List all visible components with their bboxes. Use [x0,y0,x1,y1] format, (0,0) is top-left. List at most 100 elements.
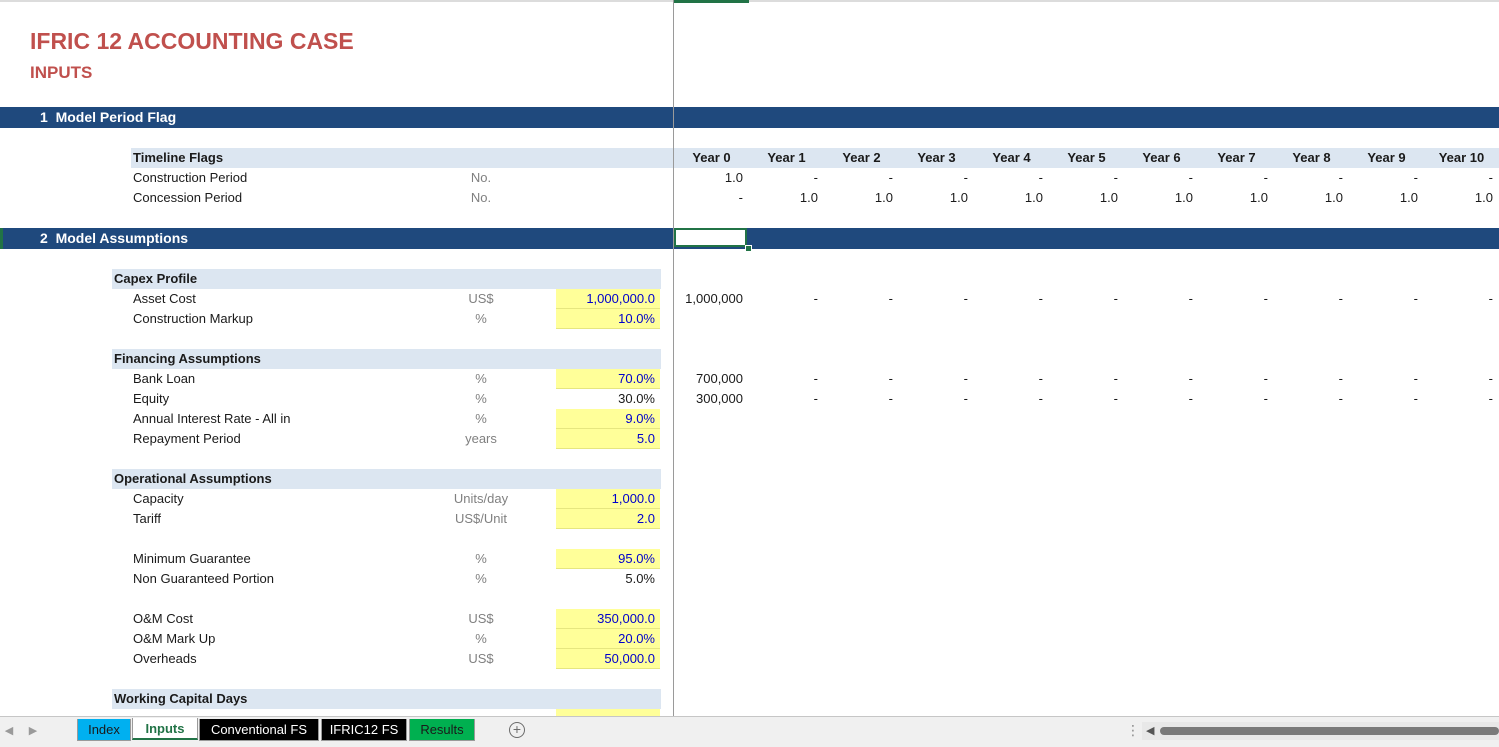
timeline-cell[interactable]: 1.0 [1174,190,1193,205]
row-unit[interactable]: US$ [468,291,494,306]
input-cell[interactable]: 1,000,000.0 [556,289,660,309]
timeline-cell[interactable]: 1.0 [1399,190,1418,205]
series-cell[interactable]: - [1263,291,1268,306]
series-cell[interactable]: 700,000 [696,371,743,386]
timeline-cell[interactable]: - [1338,170,1343,185]
series-cell[interactable]: - [888,391,893,406]
timeline-cell[interactable]: 1.0 [1099,190,1118,205]
year-header[interactable]: Year 1 [767,150,806,165]
series-cell[interactable]: - [888,291,893,306]
row-unit[interactable]: % [475,631,487,646]
timeline-cell[interactable]: 1.0 [1324,190,1343,205]
input-cell[interactable]: 10.0% [556,309,660,329]
row-unit[interactable]: % [475,551,487,566]
year-header[interactable]: Year 4 [992,150,1031,165]
year-header[interactable]: Year 3 [917,150,956,165]
year-header[interactable]: Year 7 [1217,150,1256,165]
year-header[interactable]: Year 10 [1438,150,1485,165]
timeline-cell[interactable]: - [813,170,818,185]
input-cell[interactable]: 50,000.0 [556,649,660,669]
input-cell[interactable]: 2.0 [556,509,660,529]
timeline-cell[interactable]: - [1488,170,1493,185]
timeline-cell[interactable]: - [1263,170,1268,185]
series-cell[interactable]: - [1413,371,1418,386]
row-unit[interactable]: % [475,411,487,426]
sheet-tab-index[interactable]: Index [77,719,131,741]
year-header[interactable]: Year 2 [842,150,881,165]
timeline-cell[interactable]: 1.0 [874,190,893,205]
timeline-cell[interactable]: 1.0 [1474,190,1493,205]
series-cell[interactable]: - [963,391,968,406]
series-cell[interactable]: - [1188,291,1193,306]
row-unit[interactable]: % [475,371,487,386]
scroll-left-icon[interactable]: ◀ [1146,725,1155,737]
input-cell[interactable]: 20.0% [556,629,660,649]
series-cell[interactable]: - [1263,371,1268,386]
row-label-bank-loan[interactable]: Bank Loan [133,371,196,386]
year-header[interactable]: Year 8 [1292,150,1331,165]
row-label-overheads[interactable]: Overheads [133,651,197,666]
tab-nav-prev-icon[interactable]: ◀ [4,725,14,737]
row-label-o-m-cost[interactable]: O&M Cost [133,611,193,626]
input-cell[interactable]: 95.0% [556,549,660,569]
worksheet-grid[interactable]: IFRIC 12 ACCOUNTING CASE INPUTS 1 Model … [0,0,1499,716]
timeline-cell[interactable]: - [1113,170,1118,185]
row-label-construction-markup[interactable]: Construction Markup [133,311,253,326]
row-unit[interactable]: US$ [468,611,494,626]
sheet-tab-results[interactable]: Results [409,719,475,741]
series-cell[interactable]: - [1488,371,1493,386]
series-cell[interactable]: - [1263,391,1268,406]
row-unit[interactable]: No. [470,170,492,185]
series-cell[interactable]: - [1038,391,1043,406]
series-cell[interactable]: - [1488,291,1493,306]
selected-cell[interactable] [674,228,747,247]
value-cell[interactable]: 30.0% [618,391,655,406]
timeline-cell[interactable]: 1.0 [1024,190,1043,205]
series-cell[interactable]: - [1188,391,1193,406]
row-label-asset-cost[interactable]: Asset Cost [133,291,196,306]
timeline-cell[interactable]: - [1188,170,1193,185]
input-cell[interactable]: 1,000.0 [556,489,660,509]
row-unit[interactable]: No. [470,190,492,205]
row-unit[interactable]: % [475,571,487,586]
scrollbar-thumb[interactable] [1160,727,1499,735]
row-label-concession-period[interactable]: Concession Period [133,190,243,205]
add-sheet-icon[interactable]: + [509,722,525,738]
section-band-model-assumptions[interactable]: 2 Model Assumptions [0,228,1499,249]
value-cell[interactable]: 5.0% [625,571,655,586]
series-cell[interactable]: - [1413,391,1418,406]
section-band-model-period-flag[interactable]: 1 Model Period Flag [0,107,1499,128]
series-cell[interactable]: - [1338,291,1343,306]
input-cell-partial[interactable] [556,709,660,716]
series-cell[interactable]: 300,000 [696,391,743,406]
series-cell[interactable]: - [813,371,818,386]
year-header[interactable]: Year 5 [1067,150,1106,165]
series-cell[interactable]: - [813,391,818,406]
series-cell[interactable]: - [1113,291,1118,306]
year-header[interactable]: Year 0 [692,150,731,165]
series-cell[interactable]: - [1113,371,1118,386]
row-unit[interactable]: US$ [468,651,494,666]
input-cell[interactable]: 5.0 [556,429,660,449]
row-label-equity[interactable]: Equity [133,391,170,406]
series-cell[interactable]: 1,000,000 [685,291,743,306]
timeline-cell[interactable]: - [1413,170,1418,185]
series-cell[interactable]: - [888,371,893,386]
series-cell[interactable]: - [1113,391,1118,406]
series-cell[interactable]: - [1188,371,1193,386]
timeline-cell[interactable]: 1.0 [949,190,968,205]
row-unit[interactable]: years [465,431,497,446]
series-cell[interactable]: - [1488,391,1493,406]
row-unit[interactable]: % [475,391,487,406]
timeline-cell[interactable]: - [963,170,968,185]
series-cell[interactable]: - [1338,391,1343,406]
row-label-annual-interest-rate-all-in[interactable]: Annual Interest Rate - All in [133,411,291,426]
row-label-o-m-mark-up[interactable]: O&M Mark Up [133,631,216,646]
timeline-cell[interactable]: - [738,190,743,205]
row-label-tariff[interactable]: Tariff [133,511,161,526]
row-label-construction-period[interactable]: Construction Period [133,170,248,185]
row-unit[interactable]: % [475,311,487,326]
series-cell[interactable]: - [1038,291,1043,306]
series-cell[interactable]: - [963,291,968,306]
row-label-capacity[interactable]: Capacity [133,491,184,506]
